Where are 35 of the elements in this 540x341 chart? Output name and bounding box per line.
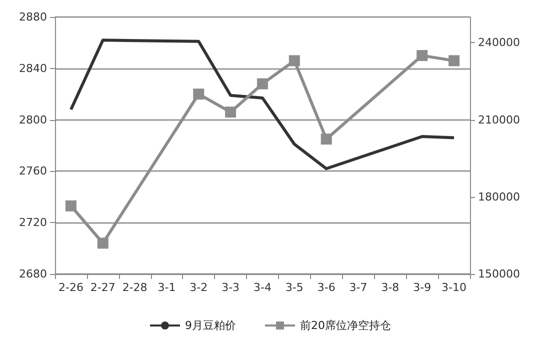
legend-label: 9月豆粕价 [185, 319, 236, 332]
x-tick-label: 3-10 [442, 281, 467, 294]
point [97, 238, 108, 249]
line-series [69, 38, 456, 170]
y2-tick-label: 150000 [478, 268, 520, 280]
y-tick-label: 2800 [19, 113, 47, 126]
y2-tick-label: 180000 [478, 190, 520, 204]
y-tick-label: 2720 [19, 216, 47, 230]
legend-label: 前20席位净空持仓 [300, 319, 391, 332]
point [193, 88, 204, 100]
y-tick-label: 2760 [19, 164, 47, 178]
point [448, 55, 460, 66]
y2-tick-label: 240000 [478, 36, 520, 50]
x-tick-label: 3-2 [190, 281, 208, 294]
x-tick-label: 2-27 [90, 281, 116, 294]
y-tick-label: 2680 [19, 268, 47, 280]
point [416, 50, 428, 62]
x-tick-label: 3-8 [381, 281, 400, 294]
point [288, 55, 300, 66]
x-tick-label: 3-6 [317, 281, 336, 294]
x-tick-label: 3-3 [222, 281, 240, 294]
x-tick-label: 3-1 [158, 281, 176, 294]
point [65, 200, 76, 212]
x-tick-label: 2-26 [58, 281, 84, 294]
x-tick-label: 3-4 [254, 281, 272, 294]
y-tick-label: 2880 [19, 10, 47, 24]
x-tick-label: 3-9 [413, 281, 432, 294]
y2-tick-label: 210000 [478, 113, 520, 126]
x-tick-label: 3-7 [349, 281, 368, 294]
point [257, 78, 268, 90]
y-tick-label: 2840 [19, 62, 47, 75]
point [320, 134, 332, 145]
x-tick-label: 3-5 [285, 281, 304, 294]
point [225, 106, 236, 118]
x-tick-label: 2-28 [122, 281, 148, 294]
